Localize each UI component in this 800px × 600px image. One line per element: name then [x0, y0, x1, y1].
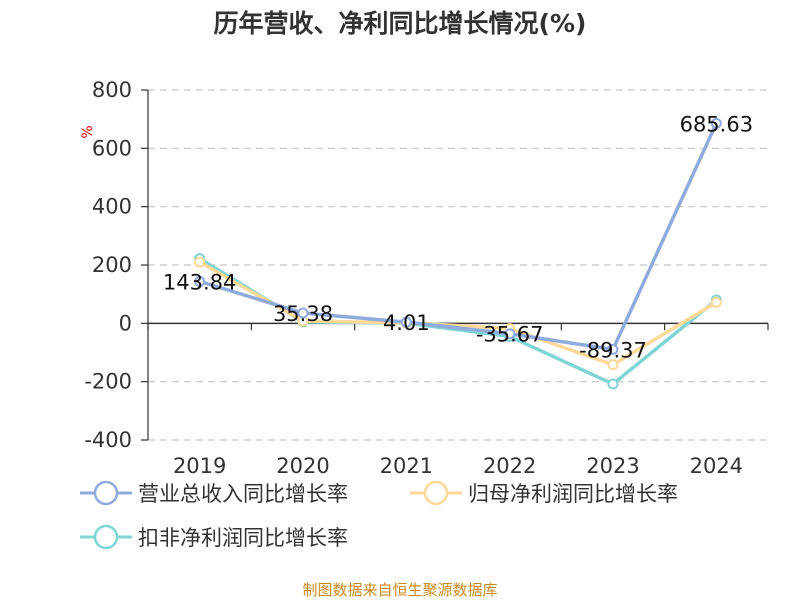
- y-tick-label: -400: [84, 428, 132, 452]
- y-tick-label: 200: [92, 253, 132, 277]
- series-point-0: [710, 117, 722, 129]
- legend-item-net-profit-growth[interactable]: 归母净利润同比增长率: [410, 478, 678, 508]
- legend-label: 扣非净利润同比增长率: [138, 526, 348, 550]
- series-point-0: [607, 343, 619, 355]
- series-point-0: [400, 316, 412, 328]
- data-label: 4.01: [383, 311, 430, 335]
- data-label: 35.38: [273, 302, 333, 326]
- series-point-1: [710, 296, 722, 308]
- series-point-1: [607, 359, 619, 371]
- x-tick-label: 2019: [173, 454, 226, 478]
- data-label: 685.63: [680, 112, 753, 136]
- x-tick-label: 2022: [483, 454, 536, 478]
- series-point-0: [504, 328, 516, 340]
- legend-item-revenue-growth[interactable]: 营业总收入同比增长率: [80, 478, 348, 508]
- y-tick-label: 400: [92, 195, 132, 219]
- y-tick-label: 0: [119, 311, 132, 335]
- y-tick-label: 600: [92, 136, 132, 160]
- data-label: -35.67: [476, 323, 544, 347]
- legend-swatch-revenue-icon: [80, 480, 132, 506]
- data-source-note: 制图数据来自恒生聚源数据库: [302, 581, 498, 599]
- data-label: 143.84: [163, 270, 236, 294]
- series-point-1: [194, 256, 206, 268]
- chart-title: 历年营收、净利同比增长情况(%): [213, 9, 587, 38]
- series-point-0: [297, 307, 309, 319]
- legend-label: 营业总收入同比增长率: [138, 482, 348, 506]
- legend-item-deducted-net-profit-growth[interactable]: 扣非净利润同比增长率: [80, 522, 348, 552]
- y-tick-label: -200: [84, 370, 132, 394]
- legend-swatch-deducted-icon: [80, 524, 132, 550]
- series-line-1: [198, 260, 718, 367]
- data-label: -89.37: [579, 338, 647, 362]
- legend-swatch-net-profit-icon: [410, 480, 462, 506]
- y-tick-label: 800: [92, 78, 132, 102]
- x-tick-label: 2021: [380, 454, 433, 478]
- legend-label: 归母净利润同比增长率: [468, 482, 678, 506]
- series-point-2: [607, 378, 619, 390]
- x-tick-label: 2024: [690, 454, 743, 478]
- x-tick-label: 2023: [586, 454, 639, 478]
- unit-label: %: [80, 125, 96, 138]
- series-point-0: [194, 275, 206, 287]
- x-tick-label: 2020: [276, 454, 329, 478]
- series-line-0: [199, 122, 718, 352]
